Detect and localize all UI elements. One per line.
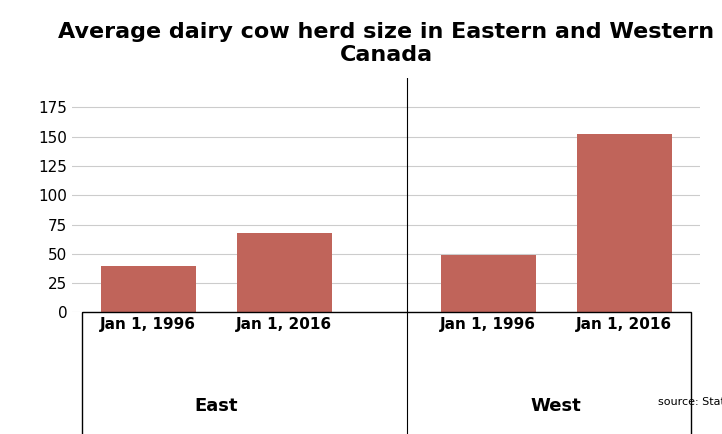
- Text: East: East: [194, 397, 238, 415]
- Bar: [440, 255, 536, 312]
- Bar: [101, 266, 196, 312]
- Bar: [237, 233, 332, 312]
- Title: Average dairy cow herd size in Eastern and Western
Canada: Average dairy cow herd size in Eastern a…: [58, 22, 714, 66]
- Text: source: StatCan, Canfax: source: StatCan, Canfax: [658, 397, 722, 407]
- Text: West: West: [531, 397, 582, 415]
- Bar: [577, 135, 671, 312]
